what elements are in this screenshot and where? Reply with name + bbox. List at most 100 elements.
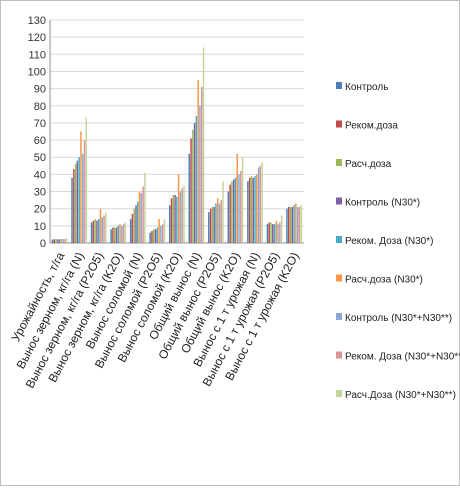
bar [289,206,292,243]
bar [220,200,223,243]
bar [270,222,272,243]
y-tick-label: 130 [28,15,46,27]
bar [117,225,119,243]
bar [266,224,269,243]
legend-swatch [336,313,342,320]
legend-swatch [336,197,342,205]
y-tick-label: 20 [34,204,46,216]
bar [60,238,63,243]
bar [213,206,215,243]
bar [53,239,56,243]
bar [129,218,132,243]
bar [202,47,205,244]
y-axis: 0 10 20 30 40 50 60 70 80 90 100 110 120 130 [28,15,304,250]
bar [183,186,185,243]
bar [158,218,160,243]
bar [103,215,105,243]
bar [170,198,173,243]
bar [295,203,297,243]
bar [124,222,127,243]
bar [272,224,274,243]
bar [222,181,224,243]
y-tick-label: 70 [34,118,46,130]
bar [286,208,288,243]
bar [234,177,237,243]
bar [300,205,302,243]
bar [291,206,294,243]
y-tick-label: 10 [34,221,46,233]
bar [135,205,137,243]
bar [261,162,263,243]
bar [96,220,98,243]
legend-label: Контроль (N30*+N30**) [345,313,452,324]
bar [105,212,107,243]
y-tick-label: 40 [34,169,46,181]
legend-swatch [336,274,342,282]
bar [229,184,231,243]
legend: Контроль Реком.доза Расч.доза Контроль (N30… [336,82,460,401]
y-tick-label: 80 [34,101,46,113]
legend-label: Реком. Доза (N30*) [345,236,433,247]
bar [92,220,95,243]
bar [192,129,194,243]
bar [277,224,279,243]
bar [211,206,214,243]
y-tick-label: 60 [34,135,46,147]
bar [161,224,164,243]
y-tick-label: 0 [40,238,46,250]
bar [81,153,84,243]
legend-label: Расч.доза [345,159,392,170]
legend-label: Реком. Доза (N30*+N30**) [345,352,460,363]
bar [83,140,86,243]
bar [247,181,249,243]
legend-label: Контроль [345,82,388,93]
bar [156,227,159,243]
bar [142,186,144,243]
bar [99,208,102,243]
y-tick-label: 50 [34,152,46,164]
bar [131,213,134,243]
bar [288,206,290,243]
bar [275,220,278,243]
bar [216,198,219,243]
bar [252,177,254,243]
bar [76,160,79,243]
bar [215,203,217,243]
bar [137,201,139,243]
y-tick-label: 110 [28,49,46,61]
bar [231,181,233,243]
bar [144,172,146,243]
bar [133,208,135,243]
bar [113,227,116,243]
bar [140,193,143,243]
bar [66,238,68,243]
y-tick-label: 100 [28,66,46,78]
bar [298,206,301,243]
bar [257,167,260,243]
bar [254,176,256,243]
bar [80,131,82,243]
bar [256,174,258,243]
bar [280,215,283,243]
legend-label: Расч.доза (N30*) [345,275,423,286]
bar [190,138,192,243]
bar [112,227,114,243]
bar [160,225,162,243]
bar [138,191,141,243]
bar [179,191,182,243]
bar [172,194,175,243]
bar [200,86,203,244]
bar [199,105,201,244]
bar [97,218,100,243]
bar [71,177,73,243]
legend-swatch [336,120,342,128]
bar [101,217,103,243]
bar [177,174,180,243]
bar [51,239,54,243]
bar [122,224,125,243]
bar [55,239,57,243]
bar [154,229,157,243]
bar [188,153,191,243]
bar [73,169,75,243]
legend-swatch [336,159,342,166]
